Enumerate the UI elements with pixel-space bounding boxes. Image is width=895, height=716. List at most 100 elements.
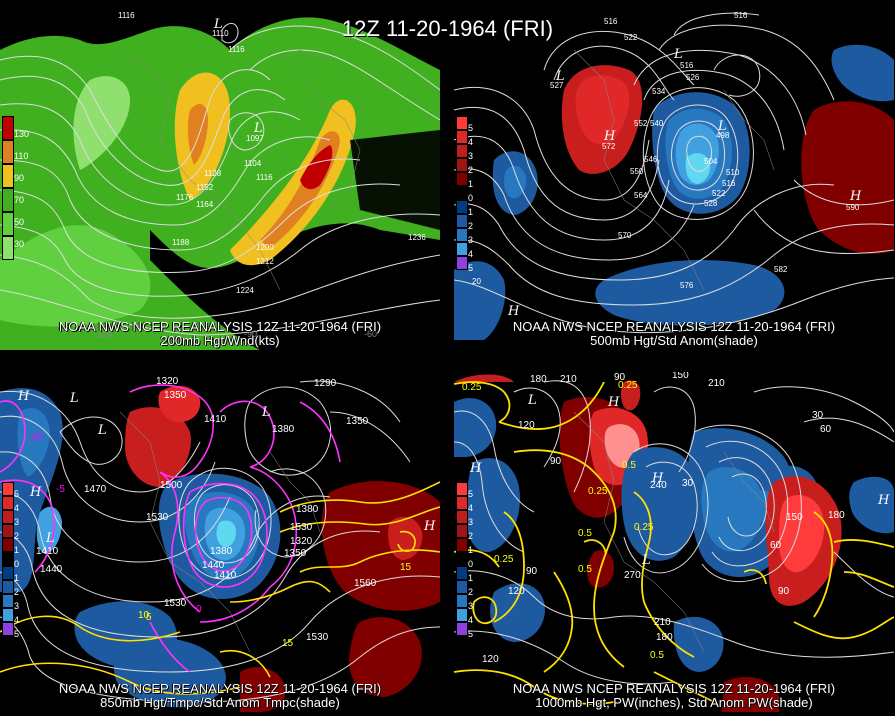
low-marker: L (97, 423, 107, 438)
contour-label: 120 (482, 654, 499, 665)
legend-label: 2 (14, 587, 20, 597)
panel-subtitle: 1000mb Hgt, PW(inches), Std Anom PW(shad… (535, 695, 813, 710)
contour-label: 1440 (202, 560, 225, 571)
legend-label: 3 (14, 601, 20, 611)
contour-label: 1164 (196, 200, 214, 209)
panel-1000mb: H L H H L H 180 210 90 150 210 30 120 60… (454, 372, 894, 712)
legend-label: 3 (468, 235, 474, 245)
panel-header: NOAA NWS NCEP REANALYSIS 12Z 11-20-1964 … (58, 319, 382, 334)
low-marker: L (45, 531, 55, 546)
legend-label: 4 (14, 615, 20, 625)
legend-label: 2 (468, 165, 474, 175)
contour-label: 1200 (256, 243, 274, 252)
legend-label: 1 (468, 179, 474, 189)
contour-label: 1116 (228, 45, 245, 54)
legend-label: 5 (468, 489, 474, 499)
contour-label: 516 (680, 61, 694, 70)
low-marker: L (69, 391, 79, 406)
contour-label: 120 (508, 586, 525, 597)
pw-contour-label: 0.25 (588, 486, 608, 497)
legend-label: 5 (468, 629, 474, 639)
legend-label: 2 (468, 221, 474, 231)
pw-contour-label: 0.5 (578, 528, 592, 539)
low-marker: L (253, 121, 263, 136)
contour-label: 516 (722, 179, 736, 188)
legend-label: 4 (468, 503, 474, 513)
low-marker: L (213, 17, 223, 32)
contour-label: 1350 (164, 390, 187, 401)
legend-label: 3 (468, 151, 474, 161)
high-marker: H (877, 493, 890, 508)
legend-label: 50 (14, 217, 25, 227)
longitude-label: -60 (364, 329, 377, 339)
wind-legend: 130 110 90 70 50 30 (2, 116, 29, 260)
contour-label: 564 (634, 191, 648, 200)
contour-label: 1350 (284, 548, 307, 559)
contour-label: 240 (650, 480, 667, 491)
map-850mb: H L L L H L H 1320 1350 1290 1350 1380 1… (0, 372, 440, 712)
contour-label: 150 (786, 512, 803, 523)
low-marker: L (641, 553, 651, 568)
contour-label: 550 (630, 167, 644, 176)
contour-label: 546 (644, 155, 658, 164)
legend-label: 5 (14, 629, 20, 639)
temp-contour-label: -10 (28, 432, 43, 443)
contour-label: 516 (604, 17, 618, 26)
legend-label: 4 (14, 503, 20, 513)
low-marker: L (717, 119, 727, 134)
high-marker: H (29, 485, 42, 500)
contour-label: 30 (812, 410, 824, 421)
legend-label: 1 (14, 545, 20, 555)
contour-label: 1410 (214, 570, 237, 581)
pw-contour-label: 0.25 (618, 380, 638, 391)
pw-contour-label: 0.25 (494, 554, 514, 565)
contour-label: 1410 (36, 546, 59, 557)
contour-label: 522 (712, 189, 726, 198)
panel-850mb: H L L L H L H 1320 1350 1290 1350 1380 1… (0, 372, 440, 712)
low-value: 527 (550, 81, 564, 90)
contour-label: 570 (618, 231, 632, 240)
temp-contour-label: 5 (146, 612, 152, 623)
legend-label: 110 (14, 151, 29, 161)
map-1000mb: H L H H L H 180 210 90 150 210 30 120 60… (454, 372, 894, 712)
low-marker: L (261, 405, 271, 420)
high-marker: H (603, 129, 616, 144)
contour-label: 150 (672, 372, 689, 381)
anomaly-legend: 5 4 3 2 1 0 1 2 3 4 5 (456, 116, 473, 273)
low-value: 1097 (246, 134, 264, 143)
contour-label: 210 (708, 378, 725, 389)
legend-label: 0 (14, 559, 20, 569)
legend-label: 1 (14, 573, 20, 583)
legend-label: 30 (14, 239, 25, 249)
contour-label: 582 (774, 265, 788, 274)
contour-label: 1350 (346, 416, 369, 427)
contour-label: 510 (726, 168, 740, 177)
high-marker: H (17, 389, 30, 404)
contour-label: 1500 (160, 480, 183, 491)
legend-label: 5 (468, 123, 474, 133)
contour-label: 90 (614, 372, 626, 383)
contour-label: 1290 (314, 378, 337, 389)
temp-contour-label: 15 (400, 562, 412, 573)
contour-label: 1410 (204, 414, 227, 425)
legend-label: 5 (14, 489, 20, 499)
legend-label: 2 (468, 531, 474, 541)
legend-label: 130 (14, 129, 30, 139)
contour-label: 180 (656, 632, 673, 643)
contour-label: 1224 (236, 286, 254, 295)
panel-200mb: L 1110 L 1097 1116 1116 1104 1116 1128 1… (0, 10, 440, 350)
map-title: 12Z 11-20-1964 (FRI) (341, 16, 554, 41)
panel-subtitle: 850mb Hgt/Tmpc/Std Anom Tmpc(shade) (100, 695, 340, 710)
contour-label: 534 (652, 87, 666, 96)
contour-label: 180 (828, 510, 845, 521)
high-marker: H (849, 189, 862, 204)
contour-label: 576 (680, 281, 694, 290)
contour-label: 528 (704, 199, 718, 208)
panel-subtitle: 200mb Hgt/Wnd(kts) (160, 333, 280, 348)
contour-label: 210 (560, 374, 577, 385)
contour-label: 526 (686, 73, 700, 82)
low-value: 1110 (212, 29, 229, 38)
panel-header: NOAA NWS NCEP REANALYSIS 12Z 11-20-1964 … (512, 681, 836, 696)
contour-label: 1116 (256, 173, 273, 182)
pw-contour-label: 0.25 (634, 522, 654, 533)
